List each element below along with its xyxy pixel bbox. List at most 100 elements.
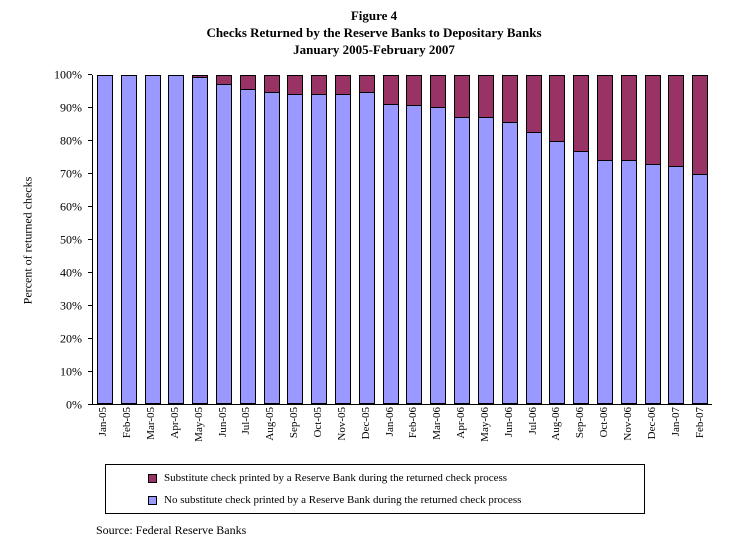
bar	[617, 75, 641, 404]
x-label-cell: Nov-06	[617, 407, 641, 463]
bar-segment-substitute	[192, 75, 209, 79]
x-label-cell: May-06	[474, 407, 498, 463]
bar	[117, 75, 141, 404]
y-tick-label: 90%	[60, 100, 82, 114]
bar-segment-no-substitute	[692, 175, 709, 404]
bar-segment-no-substitute	[335, 94, 352, 404]
y-tick-mark	[88, 74, 92, 75]
bar-segment-no-substitute	[525, 132, 542, 404]
x-label-cell: Aug-06	[545, 407, 569, 463]
y-tick-mark	[88, 239, 92, 240]
bar-segment-substitute	[335, 75, 352, 95]
x-label-cell: Aug-05	[259, 407, 283, 463]
y-axis-ticks: 0% 10% 20% 30% 40% 50% 60% 70% 80% 90% 100%	[40, 67, 92, 411]
x-axis-label: Apr-06	[455, 407, 468, 439]
x-axis-labels: Jan-05 Feb-05 Mar-05 Apr-05 May-05 Jun-05 Jul-…	[92, 407, 712, 463]
bar	[331, 75, 355, 404]
x-axis-label: Mar-06	[431, 407, 444, 440]
y-tick: 0%	[40, 397, 92, 411]
bar-segment-substitute	[501, 75, 518, 123]
bar	[665, 75, 689, 404]
y-tick-label: 80%	[60, 133, 82, 147]
x-axis-label: May-05	[192, 407, 205, 442]
y-tick: 40%	[40, 265, 92, 279]
bar	[260, 75, 284, 404]
y-tick: 70%	[40, 166, 92, 180]
bar-segment-substitute	[358, 75, 375, 94]
legend-item-no-substitute: No substitute check printed by a Reserve…	[148, 489, 644, 511]
y-tick: 20%	[40, 331, 92, 345]
x-label-cell: Mar-06	[426, 407, 450, 463]
bar	[450, 75, 474, 404]
chart-title-line1: Figure 4	[350, 8, 398, 23]
bar	[236, 75, 260, 404]
x-label-cell: Apr-05	[164, 407, 188, 463]
bar-segment-no-substitute	[96, 75, 113, 404]
bar	[593, 75, 617, 404]
legend-label-no-substitute: No substitute check printed by a Reserve…	[164, 494, 522, 506]
x-axis-label: Aug-06	[550, 407, 563, 441]
bar-segment-no-substitute	[477, 117, 494, 404]
y-tick-label: 0%	[66, 397, 82, 411]
bar-segment-substitute	[620, 75, 637, 161]
bar-segment-no-substitute	[358, 93, 375, 404]
x-label-cell: Jan-05	[92, 407, 116, 463]
bar-segment-substitute	[263, 75, 280, 94]
y-tick-label: 100%	[54, 67, 82, 81]
bar-segment-substitute	[477, 75, 494, 118]
bar-segment-substitute	[239, 75, 256, 90]
y-tick: 10%	[40, 364, 92, 378]
x-axis-label: Jun-06	[502, 407, 515, 437]
x-axis-label: Nov-06	[621, 407, 634, 441]
chart-title-line2: Checks Returned by the Reserve Banks to …	[206, 25, 542, 40]
bar-segment-substitute	[215, 75, 232, 85]
legend-swatch-no-substitute-icon	[148, 495, 157, 505]
bar	[641, 75, 665, 404]
bar	[498, 75, 522, 404]
legend-swatch-substitute-icon	[148, 473, 157, 483]
bar-segment-substitute	[382, 75, 399, 105]
bar-segment-no-substitute	[501, 122, 518, 404]
bar	[93, 75, 117, 404]
y-tick-label: 10%	[60, 364, 82, 378]
bar	[379, 75, 403, 404]
bar-segment-substitute	[549, 75, 566, 143]
bar-segment-no-substitute	[120, 75, 137, 404]
bar	[307, 75, 331, 404]
bar-segment-substitute	[668, 75, 685, 168]
y-tick: 80%	[40, 133, 92, 147]
y-tick-label: 30%	[60, 298, 82, 312]
bar	[188, 75, 212, 404]
x-axis-label: Feb-07	[693, 407, 706, 439]
y-tick-mark	[88, 173, 92, 174]
bar	[403, 75, 427, 404]
legend: Substitute check printed by a Reserve Ba…	[105, 464, 645, 514]
x-label-cell: Jun-06	[497, 407, 521, 463]
x-axis-label: Oct-05	[312, 407, 325, 438]
y-axis-title: Percent of returned checks	[20, 176, 35, 305]
y-tick-label: 50%	[60, 232, 82, 246]
x-label-cell: Jul-06	[521, 407, 545, 463]
bar-segment-no-substitute	[311, 94, 328, 404]
bar-segment-no-substitute	[573, 152, 590, 404]
x-axis-label: Jan-05	[97, 407, 110, 437]
y-tick-mark	[88, 272, 92, 273]
y-tick-label: 70%	[60, 166, 82, 180]
x-label-cell: Jan-06	[378, 407, 402, 463]
bar-segment-no-substitute	[263, 93, 280, 404]
chart-title: Figure 4 Checks Returned by the Reserve …	[0, 7, 748, 58]
bar-segment-no-substitute	[620, 160, 637, 404]
y-tick-mark	[88, 371, 92, 372]
bar	[545, 75, 569, 404]
x-axis-label: Apr-05	[168, 407, 181, 439]
legend-item-substitute: Substitute check printed by a Reserve Ba…	[148, 467, 644, 489]
legend-label-substitute: Substitute check printed by a Reserve Ba…	[164, 472, 508, 484]
y-tick-label: 20%	[60, 331, 82, 345]
plot-area	[92, 75, 712, 405]
bar	[688, 75, 712, 404]
x-axis-label: Oct-06	[598, 407, 611, 438]
bar-segment-no-substitute	[168, 75, 185, 404]
x-axis-label: Aug-05	[264, 407, 277, 441]
y-tick: 30%	[40, 298, 92, 312]
